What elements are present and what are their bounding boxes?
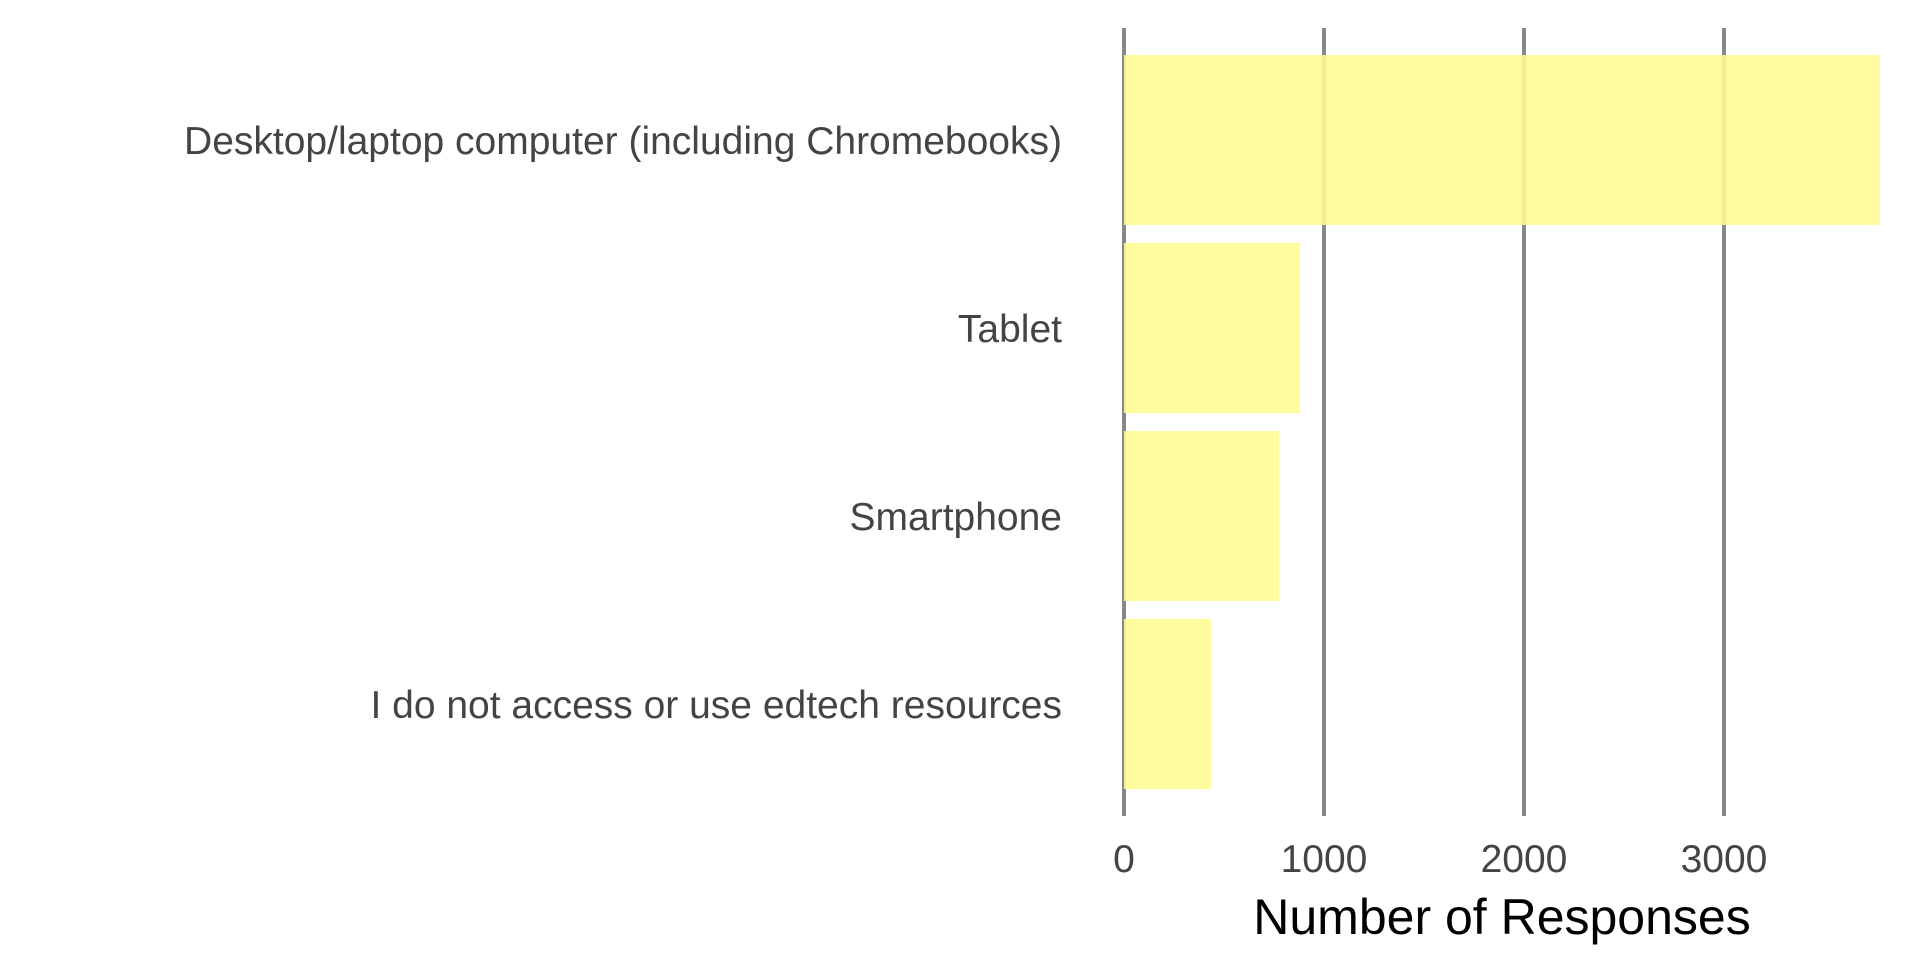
category-labels: Desktop/laptop computer (including Chrom… [184, 120, 1062, 727]
bar [1124, 431, 1279, 601]
x-tick-labels: 0 1000 2000 3000 [1113, 838, 1767, 881]
x-tick-label: 2000 [1481, 838, 1568, 881]
category-label: I do not access or use edtech resources [370, 684, 1062, 727]
bar [1124, 55, 1880, 225]
x-axis-title: Number of Responses [1253, 889, 1750, 945]
x-tick-label: 0 [1113, 838, 1135, 881]
category-label: Tablet [958, 308, 1062, 351]
x-tick-label: 1000 [1281, 838, 1368, 881]
category-label: Desktop/laptop computer (including Chrom… [184, 120, 1062, 163]
category-label: Smartphone [850, 496, 1062, 539]
bar [1124, 243, 1300, 413]
bars [1124, 55, 1880, 789]
x-tick-label: 3000 [1681, 838, 1768, 881]
bar [1124, 619, 1211, 789]
